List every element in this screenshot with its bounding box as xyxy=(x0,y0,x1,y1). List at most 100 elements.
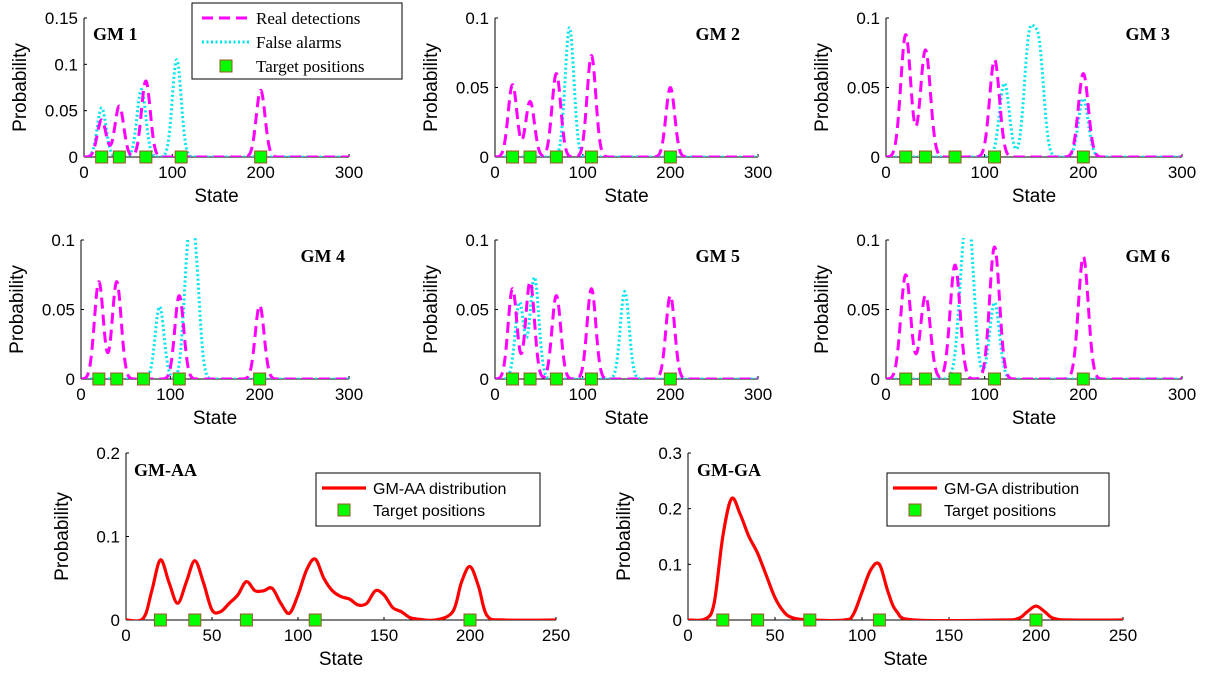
x-tick-label: 300 xyxy=(1168,385,1196,404)
legend-targets-label: Target positions xyxy=(256,57,365,76)
panel-label: GM 5 xyxy=(696,246,741,266)
plot-area xyxy=(84,58,349,157)
plot-area xyxy=(495,26,758,157)
target-marker xyxy=(918,150,932,164)
x-axis-label: State xyxy=(604,186,648,207)
target-marker xyxy=(899,372,913,386)
y-tick-label: 0.05 xyxy=(847,79,880,98)
x-tick-label: 100 xyxy=(970,163,998,182)
x-tick-label: 50 xyxy=(203,626,222,645)
real-detections-line xyxy=(886,245,1182,379)
y-tick-label: 0.05 xyxy=(45,102,78,121)
target-marker xyxy=(254,150,268,164)
legend-real-label: Real detections xyxy=(256,9,360,28)
x-tick-label: 100 xyxy=(568,385,596,404)
x-tick-label: 300 xyxy=(1168,163,1196,182)
y-axis-label: Probability xyxy=(614,492,635,581)
target-marker xyxy=(988,150,1002,164)
target-marker xyxy=(308,613,322,627)
target-marker xyxy=(506,372,520,386)
plot-area xyxy=(688,496,1123,620)
panel-gm-2: 0 100 200 300 0 0.05 0.1 State Probability GM 2 xyxy=(421,9,772,207)
x-axis-label: State xyxy=(604,408,648,429)
y-tick-label: 0.1 xyxy=(54,55,78,74)
y-tick-label: 0.1 xyxy=(465,9,489,28)
y-tick-label: 0 xyxy=(480,148,489,167)
panel-gm-5: 0 100 200 300 0 0.05 0.1 State Probability GM 5 xyxy=(421,231,772,429)
y-tick-label: 0.2 xyxy=(96,444,120,463)
y-axis-label: Probability xyxy=(10,43,31,132)
target-marker xyxy=(584,372,598,386)
false-alarms-line xyxy=(495,26,758,157)
target-marker xyxy=(92,372,106,386)
distribution-line xyxy=(126,557,556,620)
target-marker xyxy=(1076,150,1090,164)
target-marker xyxy=(172,372,186,386)
y-tick-label: 0.1 xyxy=(96,528,120,547)
target-marker xyxy=(918,372,932,386)
x-tick-label: 200 xyxy=(656,385,684,404)
x-tick-label: 200 xyxy=(1069,385,1097,404)
y-axis-label: Probability xyxy=(812,43,833,132)
y-tick-label: 0 xyxy=(871,148,880,167)
false-alarms-line xyxy=(81,238,349,379)
x-tick-label: 250 xyxy=(542,626,570,645)
y-tick-label: 0.3 xyxy=(658,444,682,463)
y-tick-label: 0.15 xyxy=(45,9,78,28)
distribution-line xyxy=(688,496,1123,620)
real-detections-line xyxy=(84,79,349,157)
x-tick-label: 200 xyxy=(1022,626,1050,645)
target-marker xyxy=(1076,372,1090,386)
x-axis-label: State xyxy=(1012,186,1056,207)
x-tick-label: 100 xyxy=(568,163,596,182)
x-tick-label: 300 xyxy=(335,385,363,404)
y-tick-label: 0.1 xyxy=(658,555,682,574)
target-marker xyxy=(584,150,598,164)
x-axis-label: State xyxy=(193,408,237,429)
target-marker xyxy=(523,150,537,164)
panel-label: GM 2 xyxy=(696,24,741,44)
x-tick-label: 250 xyxy=(1109,626,1137,645)
x-tick-label: 0 xyxy=(683,626,692,645)
target-marker xyxy=(716,613,730,627)
target-marker xyxy=(948,372,962,386)
panel-gm-aa: 0 50 100 150 200 250 0 0.1 0.2 State Probability GM… xyxy=(52,444,570,670)
legend-gm-aa: GM-AA distribution Target positions xyxy=(315,472,541,527)
panel-label: GM 6 xyxy=(1126,246,1171,266)
plot-area xyxy=(886,238,1182,379)
y-tick-label: 0.1 xyxy=(856,9,880,28)
x-tick-label: 0 xyxy=(79,163,88,182)
target-marker xyxy=(463,613,477,627)
legend-gm-ga: GM-GA distribution Target positions xyxy=(886,472,1110,527)
legend-box xyxy=(315,472,541,527)
x-tick-label: 150 xyxy=(935,626,963,645)
target-marker xyxy=(523,372,537,386)
x-tick-label: 0 xyxy=(121,626,130,645)
x-tick-label: 200 xyxy=(1069,163,1097,182)
target-marker xyxy=(139,150,153,164)
panel-label: GM 3 xyxy=(1126,24,1171,44)
panel-gm-3: 0 100 200 300 0 0.05 0.1 State Probability GM 3 xyxy=(812,9,1196,207)
panel-gm-6: 0 100 200 300 0 0.05 0.1 State Probability GM 6 xyxy=(812,231,1196,429)
panel-label: GM 1 xyxy=(93,24,138,44)
panel-label: GM 4 xyxy=(301,246,346,266)
panel-gm-4: 0 100 200 300 0 0.05 0.1 State Probability GM 4 xyxy=(7,231,363,429)
y-axis-label: Probability xyxy=(52,492,73,581)
y-axis-label: Probability xyxy=(812,265,833,354)
x-tick-label: 150 xyxy=(370,626,398,645)
y-tick-label: 0.05 xyxy=(456,301,489,320)
legend-dist-label: GM-GA distribution xyxy=(944,481,1079,498)
target-marker xyxy=(137,372,151,386)
x-tick-label: 0 xyxy=(881,385,890,404)
x-tick-label: 100 xyxy=(970,385,998,404)
panel-label: GM-AA xyxy=(134,460,197,480)
target-marker xyxy=(988,372,1002,386)
legend-gm1: Real detections False alarms Target positi… xyxy=(191,2,403,80)
target-marker xyxy=(803,613,817,627)
y-tick-label: 0 xyxy=(673,611,682,630)
x-tick-label: 200 xyxy=(246,163,274,182)
legend-dist-label: GM-AA distribution xyxy=(373,481,506,498)
x-tick-label: 50 xyxy=(766,626,785,645)
target-marker xyxy=(95,150,109,164)
x-tick-label: 300 xyxy=(744,163,772,182)
